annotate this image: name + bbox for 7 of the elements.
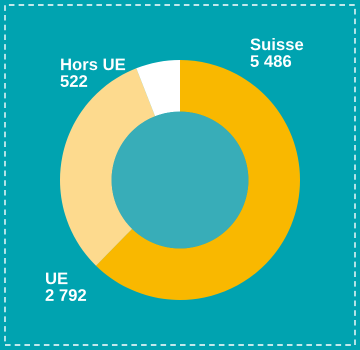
donut-slice: [136, 60, 180, 116]
data-label: 2 792: [46, 289, 86, 301]
data-label: 522: [60, 75, 88, 87]
data-label: 5 486: [250, 55, 292, 67]
slice-label: Suisse: [250, 38, 304, 50]
slice-label: Hors UE: [61, 58, 126, 70]
slice-label: UE: [46, 272, 68, 284]
